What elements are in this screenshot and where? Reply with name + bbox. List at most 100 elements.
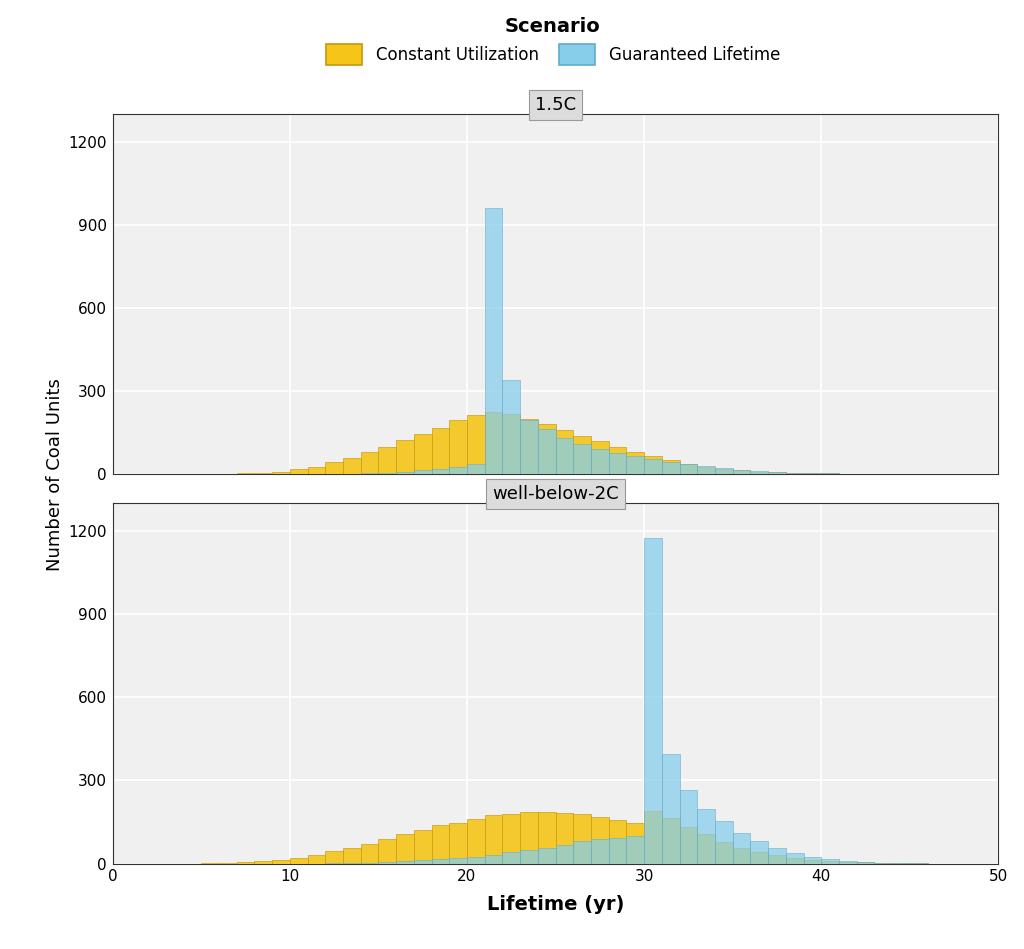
Bar [573,842,591,864]
Bar [414,434,431,474]
Bar [503,852,520,864]
Bar [768,472,785,474]
Bar [326,851,343,864]
Bar [680,827,697,864]
Bar [644,810,662,864]
Bar [608,820,627,864]
Bar [732,833,751,864]
Bar [484,855,503,864]
Bar [450,823,467,864]
Bar [751,852,768,864]
Bar [804,860,821,864]
Bar [662,462,680,474]
Bar [307,855,326,864]
Bar [697,834,715,864]
Bar [555,845,573,864]
Bar [520,420,538,474]
Bar [627,824,644,864]
Bar [467,464,484,474]
Bar [591,450,608,474]
Bar [307,467,326,474]
Bar [785,853,804,864]
Bar [379,863,396,864]
Bar [821,861,839,864]
Bar [751,471,768,474]
Bar [450,858,467,864]
Bar [431,860,450,864]
Bar [520,850,538,864]
Legend: Constant Utilization, Guaranteed Lifetime: Constant Utilization, Guaranteed Lifetim… [317,9,788,74]
Bar [627,456,644,474]
Bar [360,844,379,864]
Bar [732,471,751,474]
Bar [396,833,414,864]
Bar [662,818,680,864]
Bar [414,830,431,864]
Text: 1.5C: 1.5C [535,96,577,114]
Bar [326,462,343,474]
Bar [379,839,396,864]
Bar [484,412,503,474]
Bar [484,815,503,864]
Bar [608,453,627,474]
Bar [290,858,307,864]
Bar [857,862,874,864]
Bar [715,822,732,864]
Bar [538,847,555,864]
Bar [644,538,662,864]
Bar [484,208,503,474]
Bar [272,860,290,864]
Bar [768,472,785,474]
Bar [573,814,591,864]
Bar [414,471,431,474]
Bar [431,825,450,864]
Bar [680,464,697,474]
Bar [804,858,821,864]
Bar [785,858,804,864]
Bar [715,842,732,864]
Bar [431,469,450,474]
Bar [343,457,360,474]
Bar [431,428,450,474]
Bar [360,452,379,474]
Bar [732,470,751,474]
Bar [555,430,573,474]
Bar [467,415,484,474]
Bar [732,847,751,864]
Bar [520,812,538,864]
Bar [821,860,839,864]
Bar [644,459,662,474]
Bar [254,862,272,864]
Bar [272,472,290,474]
X-axis label: Lifetime (yr): Lifetime (yr) [486,895,625,914]
Bar [379,447,396,474]
Bar [237,863,254,864]
Text: well-below-2C: well-below-2C [493,485,618,503]
Bar [520,419,538,474]
Bar [555,813,573,864]
Bar [591,839,608,864]
Bar [290,470,307,474]
Bar [751,472,768,474]
Bar [573,436,591,474]
Bar [254,473,272,474]
Bar [414,860,431,864]
Text: Number of Coal Units: Number of Coal Units [46,378,65,571]
Bar [450,467,467,474]
Bar [644,456,662,474]
Bar [379,473,396,474]
Bar [396,472,414,474]
Bar [573,444,591,474]
Bar [538,812,555,864]
Bar [343,847,360,864]
Bar [751,842,768,864]
Bar [627,836,644,864]
Bar [503,380,520,474]
Bar [839,862,857,864]
Bar [538,424,555,474]
Bar [785,473,804,474]
Bar [467,857,484,864]
Bar [697,809,715,864]
Bar [591,817,608,864]
Bar [697,466,715,474]
